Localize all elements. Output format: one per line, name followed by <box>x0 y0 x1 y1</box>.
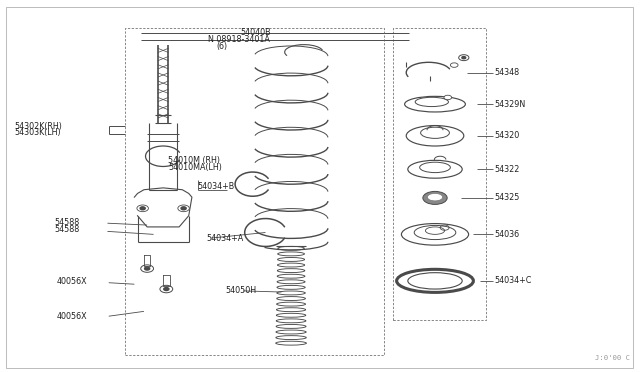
Circle shape <box>178 205 189 212</box>
Circle shape <box>160 285 173 293</box>
Ellipse shape <box>428 193 443 201</box>
Text: 54325: 54325 <box>495 193 520 202</box>
Circle shape <box>181 207 186 210</box>
Circle shape <box>444 95 452 100</box>
Text: 54303K(LH): 54303K(LH) <box>14 128 61 137</box>
Text: 54302K(RH): 54302K(RH) <box>14 122 62 131</box>
Text: 54588: 54588 <box>54 225 79 234</box>
Circle shape <box>164 288 169 291</box>
Text: 54040B: 54040B <box>240 28 271 37</box>
Text: 54050H: 54050H <box>226 286 257 295</box>
Text: 54320: 54320 <box>495 131 520 140</box>
Text: 40056X: 40056X <box>56 312 87 321</box>
Text: 40056X: 40056X <box>56 277 87 286</box>
Circle shape <box>459 55 469 61</box>
Circle shape <box>462 57 466 59</box>
Circle shape <box>141 265 154 272</box>
Ellipse shape <box>423 191 447 205</box>
Text: 54010MA(LH): 54010MA(LH) <box>168 163 222 171</box>
Text: 54034+C: 54034+C <box>495 276 532 285</box>
Text: 54034+A: 54034+A <box>206 234 243 243</box>
Text: 54010M (RH): 54010M (RH) <box>168 156 220 165</box>
Circle shape <box>451 63 458 67</box>
Text: N 08918-3401A: N 08918-3401A <box>208 35 270 44</box>
Text: 54348: 54348 <box>495 68 520 77</box>
Text: 54034+B: 54034+B <box>197 182 234 190</box>
Text: 54036: 54036 <box>495 230 520 239</box>
Text: (6): (6) <box>216 42 227 51</box>
Text: 54322: 54322 <box>495 165 520 174</box>
Text: J:0'00 C: J:0'00 C <box>595 355 630 361</box>
Text: 54588: 54588 <box>54 218 79 227</box>
Circle shape <box>137 205 148 212</box>
FancyBboxPatch shape <box>6 7 634 368</box>
Text: 54329N: 54329N <box>495 100 525 109</box>
Circle shape <box>140 207 145 210</box>
Circle shape <box>145 267 150 270</box>
